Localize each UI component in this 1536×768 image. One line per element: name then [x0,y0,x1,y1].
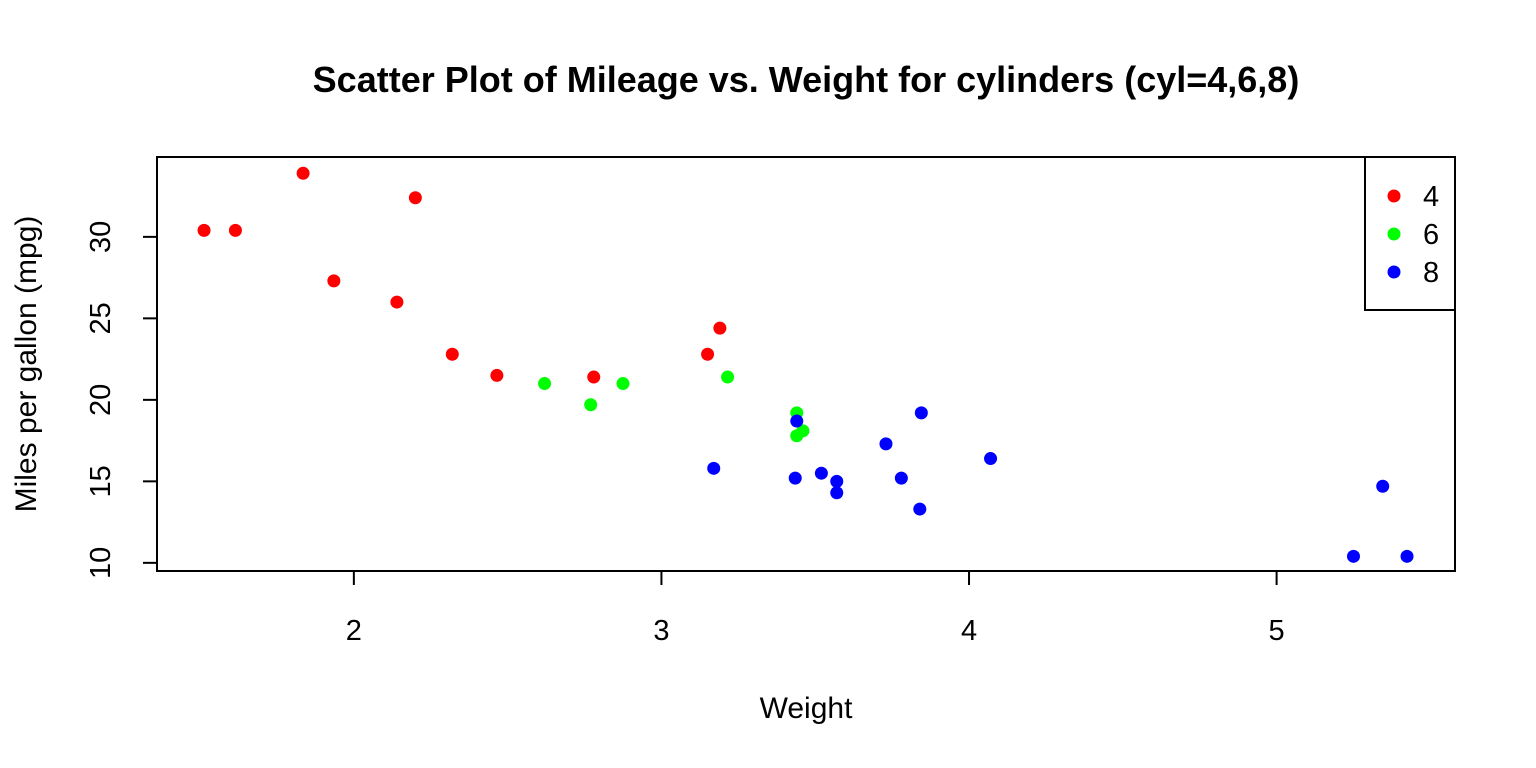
data-point-cyl-4 [197,223,211,237]
data-point-cyl-4 [228,223,242,237]
y-axis-label: Miles per gallon (mpg) [10,216,43,513]
legend-label-6: 6 [1423,219,1439,251]
data-point-cyl-8 [830,474,844,488]
legend-label-8: 8 [1423,257,1439,289]
data-point-cyl-8 [1400,549,1414,563]
data-point-cyl-8 [814,466,828,480]
data-point-cyl-4 [327,274,341,288]
data-point-cyl-6 [584,398,598,412]
legend-marker-8 [1387,265,1401,279]
data-point-cyl-8 [790,414,804,428]
data-point-cyl-8 [707,461,721,475]
y-tick-label: 15 [85,465,117,497]
y-tick-label: 10 [85,547,117,579]
data-point-cyl-4 [587,370,601,384]
data-point-cyl-8 [984,452,998,466]
data-point-cyl-8 [914,406,928,420]
data-point-cyl-8 [913,502,927,516]
data-point-cyl-4 [701,347,715,361]
data-point-cyl-4 [408,191,422,205]
data-point-cyl-8 [830,486,844,500]
data-point-cyl-6 [796,424,810,438]
y-tick-label: 30 [85,221,117,253]
y-tick-label: 25 [85,302,117,334]
data-point-cyl-4 [490,368,504,382]
legend-box [1364,156,1456,311]
x-tick-label: 5 [1269,615,1285,647]
data-point-cyl-8 [879,437,893,451]
y-tick-label: 20 [85,384,117,416]
data-point-cyl-6 [616,377,630,391]
x-axis-label: Weight [760,692,853,725]
plot-frame [156,156,1456,572]
data-point-cyl-4 [296,166,310,180]
legend-label-4: 4 [1423,181,1439,213]
data-point-cyl-4 [445,347,459,361]
legend-marker-6 [1387,227,1401,241]
data-point-cyl-8 [1346,549,1360,563]
x-tick-label: 2 [346,615,362,647]
data-point-cyl-8 [1376,479,1390,493]
x-axis: 2 3 4 5 [346,570,1285,647]
legend-marker-4 [1387,189,1401,203]
legend: 4 6 8 [1364,156,1456,311]
data-point-cyl-6 [538,377,552,391]
data-point-cyl-8 [894,471,908,485]
data-points [197,166,1414,563]
data-point-cyl-6 [721,370,735,384]
data-point-cyl-4 [390,295,404,309]
chart-title: Scatter Plot of Mileage vs. Weight for c… [313,59,1300,100]
data-point-cyl-8 [788,471,802,485]
x-tick-label: 4 [961,615,977,647]
x-tick-label: 3 [653,615,669,647]
data-point-cyl-4 [713,321,727,335]
y-axis: 10 15 20 25 30 [85,221,158,579]
